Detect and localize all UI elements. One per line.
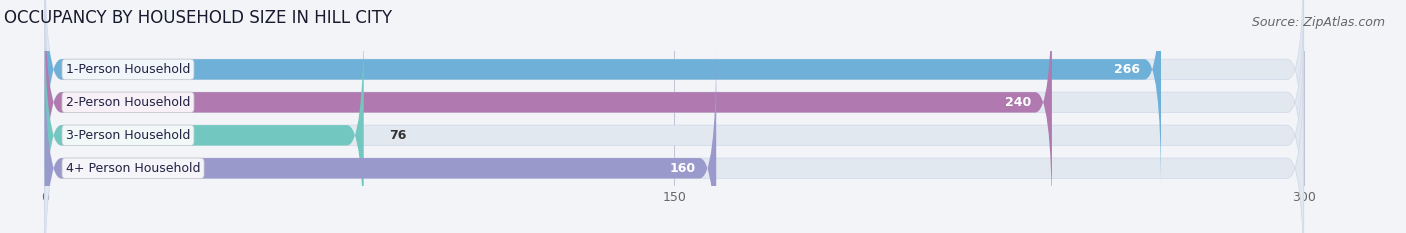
Text: OCCUPANCY BY HOUSEHOLD SIZE IN HILL CITY: OCCUPANCY BY HOUSEHOLD SIZE IN HILL CITY [4,9,392,27]
Text: 160: 160 [669,162,695,175]
FancyBboxPatch shape [45,0,1303,224]
Text: 3-Person Household: 3-Person Household [66,129,190,142]
Text: 1-Person Household: 1-Person Household [66,63,190,76]
Text: Source: ZipAtlas.com: Source: ZipAtlas.com [1251,16,1385,29]
Text: 76: 76 [389,129,406,142]
Text: 2-Person Household: 2-Person Household [66,96,190,109]
FancyBboxPatch shape [45,0,1052,224]
FancyBboxPatch shape [45,47,716,233]
Text: 4+ Person Household: 4+ Person Household [66,162,200,175]
Text: 240: 240 [1005,96,1031,109]
FancyBboxPatch shape [45,47,1303,233]
Text: 266: 266 [1114,63,1140,76]
FancyBboxPatch shape [45,0,1303,191]
FancyBboxPatch shape [45,14,364,233]
FancyBboxPatch shape [45,14,1303,233]
FancyBboxPatch shape [45,0,1161,191]
